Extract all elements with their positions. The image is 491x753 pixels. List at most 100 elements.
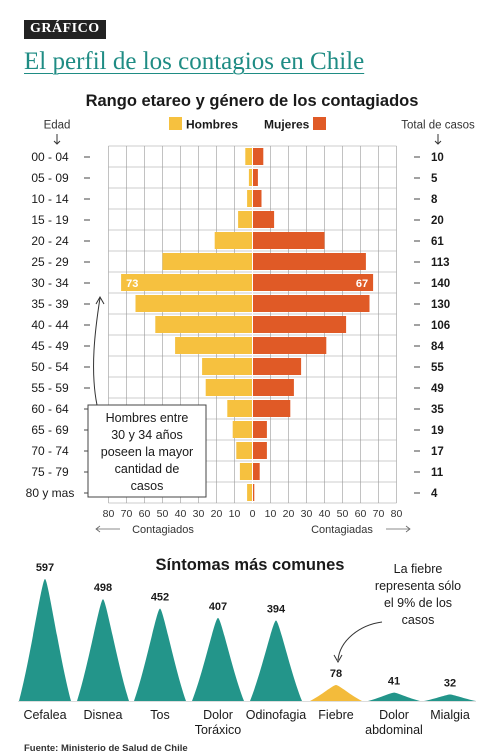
symptom-value-label: 452 [151,592,169,604]
age-tick-label: 10 - 14 [31,192,69,206]
x-tick-label: 0 [250,508,256,520]
bar-mujeres-11 [252,379,294,396]
total-value-label: 17 [431,446,444,458]
symptom-bar-5 [310,685,362,701]
fiebre-annotation-line: La fiebre [394,562,443,576]
x-tick-label: 50 [337,508,349,520]
x-label-contagiados: Contagiados [132,524,194,536]
age-tick-label: 65 - 69 [31,423,69,437]
x-tick-label: 10 [229,508,241,520]
pyramid-title: Rango etareo y género de los contagiados [86,92,419,110]
age-tick-label: 05 - 09 [31,171,69,185]
age-tick-label: 20 - 24 [31,234,69,248]
total-axis-label: Total de casos [401,120,475,132]
fiebre-arrowhead-icon [333,654,343,664]
total-value-label: 61 [431,236,444,248]
symptom-category-label: Tos [150,708,169,722]
symptom-category-label: Cefalea [23,708,66,722]
legend-label-hombres: Hombres [186,118,238,132]
age-tick-label: 75 - 79 [31,465,69,479]
data-label-hombres-max: 73 [126,278,138,290]
total-value-label: 35 [431,404,444,416]
x-tick-label: 40 [319,508,331,520]
bar-mujeres-16 [252,484,255,501]
symptom-value-label: 407 [209,601,227,613]
total-value-label: 19 [431,425,444,437]
bar-mujeres-4 [252,232,325,249]
annotation-box [87,404,207,498]
age-tick-label: 40 - 44 [31,318,69,332]
bar-hombres-10 [202,358,253,375]
x-tick-label: 80 [103,508,115,520]
age-tick-label: 30 - 34 [31,276,69,290]
symptom-category-label: Odinofagia [246,708,307,722]
x-tick-label: 60 [139,508,151,520]
symptom-bar-7 [424,694,476,701]
bar-hombres-8 [155,316,253,333]
source-footer: Fuente: Ministerio de Salud de Chile [24,743,188,753]
symptom-bar-0 [19,579,71,701]
bar-hombres-5 [162,253,253,270]
x-tick-label: 50 [157,508,169,520]
legend-swatch-mujeres [313,117,326,130]
symptoms-title: Síntomas más comunes [156,556,345,574]
total-value-label: 84 [431,341,444,353]
bar-hombres-15 [239,463,253,480]
annotation-line: poseen la mayor [101,445,193,459]
age-tick-label: 25 - 29 [31,255,69,269]
symptom-bar-4 [250,620,302,701]
bar-mujeres-15 [252,463,260,480]
bar-hombres-13 [232,421,253,438]
arrow-left-icon [95,525,120,533]
bar-hombres-9 [175,337,253,354]
total-value-label: 140 [431,278,450,290]
bar-mujeres-13 [252,421,267,438]
fiebre-annotation-line: casos [402,613,435,627]
age-tick-label: 80 y mas [26,486,75,500]
total-value-label: 11 [431,467,444,479]
annotation-pointer [93,297,101,406]
symptom-bar-1 [77,599,129,701]
total-value-label: 106 [431,320,450,332]
total-value-label: 20 [431,215,444,227]
annotation-line: cantidad de [115,462,180,476]
x-tick-label: 70 [373,508,385,520]
age-tick-label: 55 - 59 [31,381,69,395]
age-arrow-icon [53,134,61,145]
x-tick-label: 20 [211,508,223,520]
bar-mujeres-12 [252,400,291,417]
symptom-category-label: Fiebre [318,708,353,722]
fiebre-annotation-line: el 9% de los [384,596,452,610]
arrow-right-icon [386,525,411,533]
total-value-label: 8 [431,194,438,206]
bar-mujeres-1 [252,169,258,186]
bar-hombres-16 [247,484,253,501]
page-title: El perfil de los contagios en Chile [24,48,365,75]
annotation-line: casos [131,479,164,493]
age-tick-label: 00 - 04 [31,150,69,164]
annotation-line: Hombres entre [106,411,189,425]
bar-mujeres-14 [252,442,267,459]
x-tick-label: 10 [265,508,277,520]
bar-hombres-11 [205,379,253,396]
bar-mujeres-7 [252,295,370,312]
bar-mujeres-8 [252,316,347,333]
symptom-category-label: Mialgia [430,708,470,722]
annotation-line: 30 y 34 años [111,428,183,442]
bar-hombres-3 [238,211,253,228]
total-value-label: 5 [431,173,438,185]
total-value-label: 49 [431,383,444,395]
age-tick-label: 50 - 54 [31,360,69,374]
section-tag: GRÁFICO [24,20,106,39]
age-tick-label: 70 - 74 [31,444,69,458]
x-tick-label: 70 [121,508,133,520]
bar-hombres-6 [121,274,253,291]
bar-hombres-7 [135,295,253,312]
total-value-label: 55 [431,362,444,374]
symptom-bar-2 [134,608,186,701]
fiebre-pointer [337,621,383,661]
symptom-value-label: 32 [444,677,456,689]
symptom-value-label: 78 [330,668,342,680]
symptom-category-label: abdominal [365,723,423,737]
